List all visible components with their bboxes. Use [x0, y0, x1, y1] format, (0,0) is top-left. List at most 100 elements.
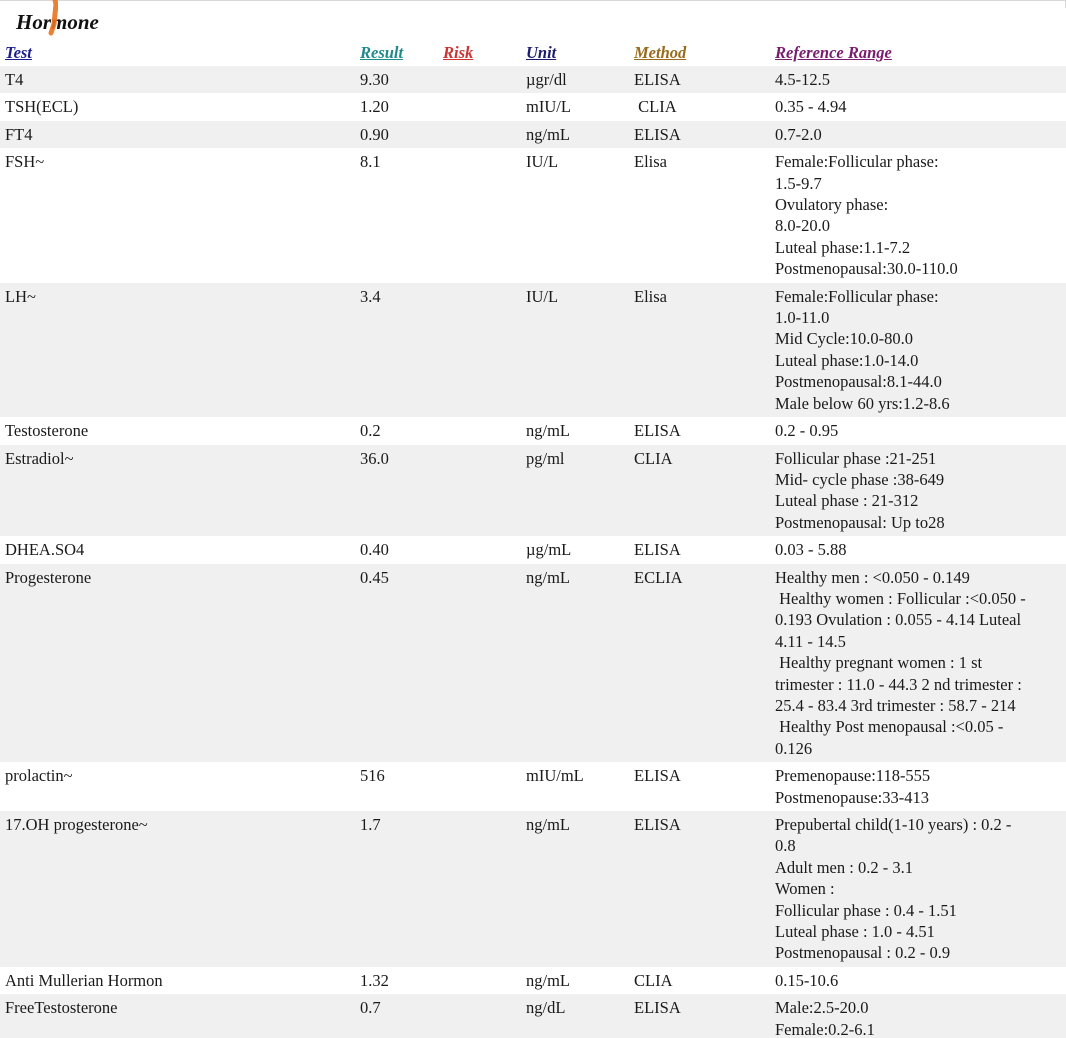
result-cell: 36.0: [360, 448, 389, 468]
reference-range-line: Adult men : 0.2 - 3.1: [775, 857, 913, 877]
hormone-results-table: Test Result Risk Unit Method Reference R…: [0, 40, 1066, 1038]
test-name-cell: Anti Mullerian Hormon: [5, 970, 163, 990]
reference-range-line: 8.0-20.0: [775, 216, 830, 236]
reference-range-line: Luteal phase : 1.0 - 4.51: [775, 922, 935, 942]
reference-range-line: Healthy pregnant women : 1 st: [775, 653, 983, 673]
reference-range-line: Premenopause:118-555: [775, 766, 931, 786]
reference-range-line: Ovulatory phase:: [775, 195, 889, 215]
reference-range-line: Follicular phase : 0.4 - 1.51: [775, 900, 957, 920]
test-name-cell: T4: [5, 70, 24, 89]
unit-cell: mIU/mL: [526, 766, 584, 786]
table-row: T4 9.30 µgr/dl ELISA 4.5-12.5: [0, 66, 1066, 94]
result-cell: 0.2: [360, 421, 381, 441]
unit-cell: ng/dL: [526, 998, 566, 1018]
unit-cell: µgr/dl: [526, 70, 567, 89]
reference-range-line: Postmenopausal : 0.2 - 0.9: [775, 943, 951, 963]
reference-range-line: Luteal phase : 21-312: [775, 491, 919, 511]
table-row: Progesterone 0.45 ng/mL ECLIA Healthy men : …: [0, 563, 1066, 763]
reference-range-cell: 4.5-12.5: [775, 66, 1066, 93]
method-cell: ELISA: [634, 70, 681, 89]
test-name-cell: FSH~: [5, 152, 45, 172]
header-result: Result: [360, 43, 404, 62]
risk-cell: [443, 445, 526, 537]
risk-cell: [443, 417, 526, 444]
unit-cell: IU/L: [526, 152, 559, 172]
method-cell: CLIA: [634, 448, 673, 468]
unit-cell: ng/mL: [526, 567, 570, 587]
risk-cell: [443, 283, 526, 417]
risk-cell: [443, 536, 526, 563]
test-name-cell: prolactin~: [5, 766, 73, 786]
table-row: Anti Mullerian Hormon 1.32 ng/mL CLIA 0.15-1…: [0, 966, 1066, 995]
result-cell: 0.7: [360, 998, 381, 1018]
reference-range-line: Male below 60 yrs:1.2-8.6: [775, 393, 950, 413]
unit-cell: pg/ml: [526, 448, 565, 468]
test-name-cell: Estradiol~: [5, 448, 74, 468]
reference-range-line: 4.5-12.5: [775, 70, 830, 89]
unit-cell: mIU/L: [526, 97, 571, 117]
risk-cell: [443, 93, 526, 120]
risk-cell: [443, 811, 526, 967]
reference-range-cell: 0.7-2.0: [775, 121, 1066, 148]
reference-range-line: 0.7-2.0: [775, 124, 822, 144]
table-row: LH~ 3.4 IU/L Elisa Female:Follicular phase: 1…: [0, 282, 1066, 418]
pen-mark: [48, 0, 58, 36]
result-cell: 1.32: [360, 970, 389, 990]
reference-range-line: Healthy men : <0.050 - 0.149: [775, 567, 970, 587]
header-test: Test: [5, 43, 32, 62]
reference-range-cell: Female:Follicular phase: 1.0-11.0 Mid Cycl…: [775, 283, 1066, 417]
table-row: Estradiol~ 36.0 pg/ml CLIA Follicular phase …: [0, 444, 1066, 537]
result-cell: 0.90: [360, 124, 389, 144]
reference-range-line: 0.126: [775, 738, 813, 758]
table-row: FT4 0.90 ng/mL ELISA 0.7-2.0: [0, 120, 1066, 149]
reference-range-line: Mid- cycle phase :38-649: [775, 469, 945, 489]
reference-range-line: Luteal phase:1.0-14.0: [775, 350, 919, 370]
result-cell: 0.40: [360, 540, 389, 560]
table-body: T4 9.30 µgr/dl ELISA 4.5-12.5 TSH(ECL) 1.20 mIU…: [0, 66, 1066, 1038]
table-row: FreeTestosterone 0.7 ng/dL ELISA Male:2.5-20…: [0, 994, 1066, 1038]
risk-cell: [443, 66, 526, 93]
reference-range-line: 0.15-10.6: [775, 970, 839, 990]
risk-cell: [443, 762, 526, 811]
reference-range-line: 0.2 - 0.95: [775, 421, 839, 441]
unit-cell: ng/mL: [526, 124, 570, 144]
top-border: [0, 0, 1066, 1]
result-cell: 8.1: [360, 152, 381, 172]
reference-range-line: Prepubertal child(1-10 years) : 0.2 -: [775, 815, 1012, 834]
table-row: DHEA.SO4 0.40 µg/mL ELISA 0.03 - 5.88: [0, 536, 1066, 564]
reference-range-line: 1.5-9.7: [775, 173, 822, 193]
reference-range-line: Mid Cycle:10.0-80.0: [775, 329, 913, 349]
method-cell: CLIA: [634, 97, 677, 117]
risk-cell: [443, 967, 526, 994]
unit-cell: ng/mL: [526, 970, 570, 990]
reference-range-cell: 0.03 - 5.88: [775, 536, 1066, 563]
test-name-cell: DHEA.SO4: [5, 540, 85, 560]
method-cell: ELISA: [634, 421, 681, 441]
table-header-row: Test Result Risk Unit Method Reference R…: [0, 40, 1066, 66]
risk-cell: [443, 148, 526, 282]
reference-range-cell: 0.2 - 0.95: [775, 417, 1066, 444]
result-cell: 516: [360, 766, 385, 786]
reference-range-line: 1.0-11.0: [775, 308, 830, 328]
reference-range-cell: 0.35 - 4.94: [775, 93, 1066, 120]
result-cell: 0.45: [360, 567, 389, 587]
unit-cell: ng/mL: [526, 421, 570, 441]
reference-range-line: 0.8: [775, 836, 796, 856]
table-row: Testosterone 0.2 ng/mL ELISA 0.2 - 0.95: [0, 417, 1066, 445]
reference-range-line: 0.193 Ovulation : 0.055 - 4.14 Luteal: [775, 610, 1022, 630]
header-unit: Unit: [526, 43, 557, 62]
test-name-cell: Testosterone: [5, 421, 89, 441]
method-cell: ELISA: [634, 540, 681, 560]
reference-range-cell: 0.15-10.6: [775, 967, 1066, 994]
result-cell: 1.7: [360, 815, 381, 834]
reference-range-line: 0.03 - 5.88: [775, 540, 847, 560]
reference-range-line: Postmenopausal:30.0-110.0: [775, 259, 958, 279]
reference-range-line: Women :: [775, 879, 835, 899]
reference-range-line: trimester : 11.0 - 44.3 2 nd trimester :: [775, 674, 1022, 694]
reference-range-line: Luteal phase:1.1-7.2: [775, 237, 911, 257]
reference-range-cell: Male:2.5-20.0 Female:0.2-6.1: [775, 994, 1066, 1038]
test-name-cell: LH~: [5, 286, 36, 306]
method-cell: ECLIA: [634, 567, 683, 587]
header-method: Method: [634, 43, 687, 62]
result-cell: 9.30: [360, 70, 389, 89]
